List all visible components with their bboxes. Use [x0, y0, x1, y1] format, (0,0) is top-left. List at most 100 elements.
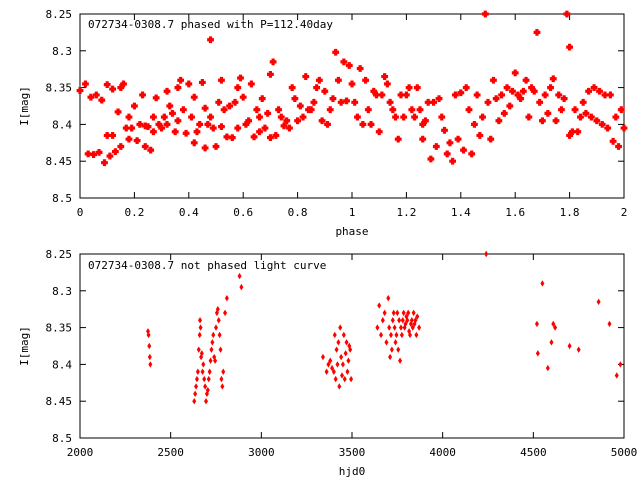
- data-point: [503, 84, 511, 91]
- data-point: [197, 331, 202, 339]
- data-point: [223, 309, 228, 317]
- data-point: [539, 117, 546, 125]
- data-point: [430, 98, 437, 106]
- data-point: [342, 375, 347, 383]
- data-point: [549, 339, 554, 346]
- x-tick-label: 0.4: [179, 206, 199, 219]
- data-point: [419, 135, 427, 143]
- data-point: [214, 324, 218, 331]
- data-point: [392, 113, 399, 121]
- data-point: [158, 124, 165, 132]
- data-point: [383, 80, 391, 88]
- data-point: [226, 102, 233, 110]
- data-point: [500, 109, 508, 117]
- data-point: [432, 143, 440, 150]
- data-point: [272, 132, 280, 139]
- data-point: [576, 346, 581, 353]
- x-tick-label: 1.6: [505, 206, 525, 219]
- data-point: [535, 350, 540, 357]
- data-point: [607, 320, 612, 328]
- data-point: [331, 368, 336, 375]
- data-point: [204, 121, 212, 128]
- data-point: [451, 91, 459, 99]
- data-point: [148, 361, 153, 368]
- data-point: [587, 113, 595, 121]
- x-tick-label: 2000: [67, 446, 94, 459]
- data-point: [468, 150, 476, 158]
- data-point: [345, 368, 350, 375]
- y-tick-label: 8.25: [46, 8, 73, 21]
- data-point: [220, 106, 228, 114]
- data-point: [540, 280, 545, 287]
- x-tick-label: 1.8: [560, 206, 580, 219]
- data-point: [574, 128, 582, 136]
- data-point: [370, 87, 378, 95]
- data-point: [220, 383, 225, 390]
- data-point: [150, 113, 157, 121]
- data-point: [150, 128, 157, 136]
- data-point: [481, 10, 489, 18]
- data-point: [196, 346, 201, 353]
- data-point: [299, 113, 307, 121]
- data-point: [568, 128, 576, 136]
- data-point: [498, 91, 505, 99]
- data-point: [267, 70, 274, 78]
- data-point: [269, 58, 277, 66]
- data-point: [288, 84, 296, 91]
- data-point: [547, 84, 554, 91]
- data-point: [131, 102, 138, 110]
- data-point: [198, 317, 203, 324]
- x-tick-label: 1: [349, 206, 356, 219]
- data-point: [577, 113, 584, 121]
- x-tick-label: 2: [621, 206, 628, 219]
- data-point: [519, 87, 527, 95]
- data-point: [194, 383, 199, 390]
- data-point: [237, 272, 242, 280]
- data-point: [522, 76, 530, 84]
- data-point: [419, 121, 427, 128]
- data-point: [207, 368, 212, 375]
- data-point: [111, 148, 119, 156]
- data-point: [82, 80, 89, 88]
- data-point: [454, 135, 462, 143]
- data-point: [408, 106, 416, 114]
- y-tick-label: 8.25: [46, 248, 73, 261]
- data-point: [217, 331, 222, 339]
- data-point: [163, 87, 171, 95]
- data-points: [76, 10, 628, 167]
- data-point: [384, 339, 389, 346]
- data-point: [333, 375, 338, 383]
- data-point: [359, 121, 367, 128]
- data-point: [210, 339, 215, 346]
- data-point: [216, 317, 221, 324]
- data-point: [380, 317, 385, 324]
- x-tick-label: 3000: [248, 446, 275, 459]
- data-point: [90, 151, 97, 158]
- data-point: [200, 368, 205, 375]
- data-point: [294, 117, 301, 125]
- data-point: [525, 113, 533, 121]
- data-point: [125, 135, 133, 143]
- data-point: [76, 87, 84, 94]
- data-point: [517, 95, 525, 103]
- data-point: [209, 346, 214, 353]
- data-point: [193, 390, 198, 398]
- data-point: [117, 84, 125, 91]
- x-tick-label: 4500: [520, 446, 547, 459]
- data-point: [101, 159, 108, 167]
- data-point: [98, 96, 106, 104]
- plot-title: 072734-0308.7 not phased light curve: [88, 259, 326, 272]
- data-point: [204, 398, 209, 405]
- data-point: [409, 317, 414, 324]
- y-tick-label: 8.45: [46, 155, 73, 168]
- y-axis-ticks: 8.25 8.3 8.35 8.4 8.45 8.5: [46, 8, 624, 205]
- data-point: [169, 109, 176, 117]
- data-point: [405, 317, 410, 324]
- data-point: [205, 386, 210, 394]
- data-point: [212, 143, 220, 150]
- data-point: [593, 117, 601, 125]
- data-point: [264, 109, 272, 117]
- data-point: [414, 331, 419, 339]
- data-point: [201, 361, 206, 368]
